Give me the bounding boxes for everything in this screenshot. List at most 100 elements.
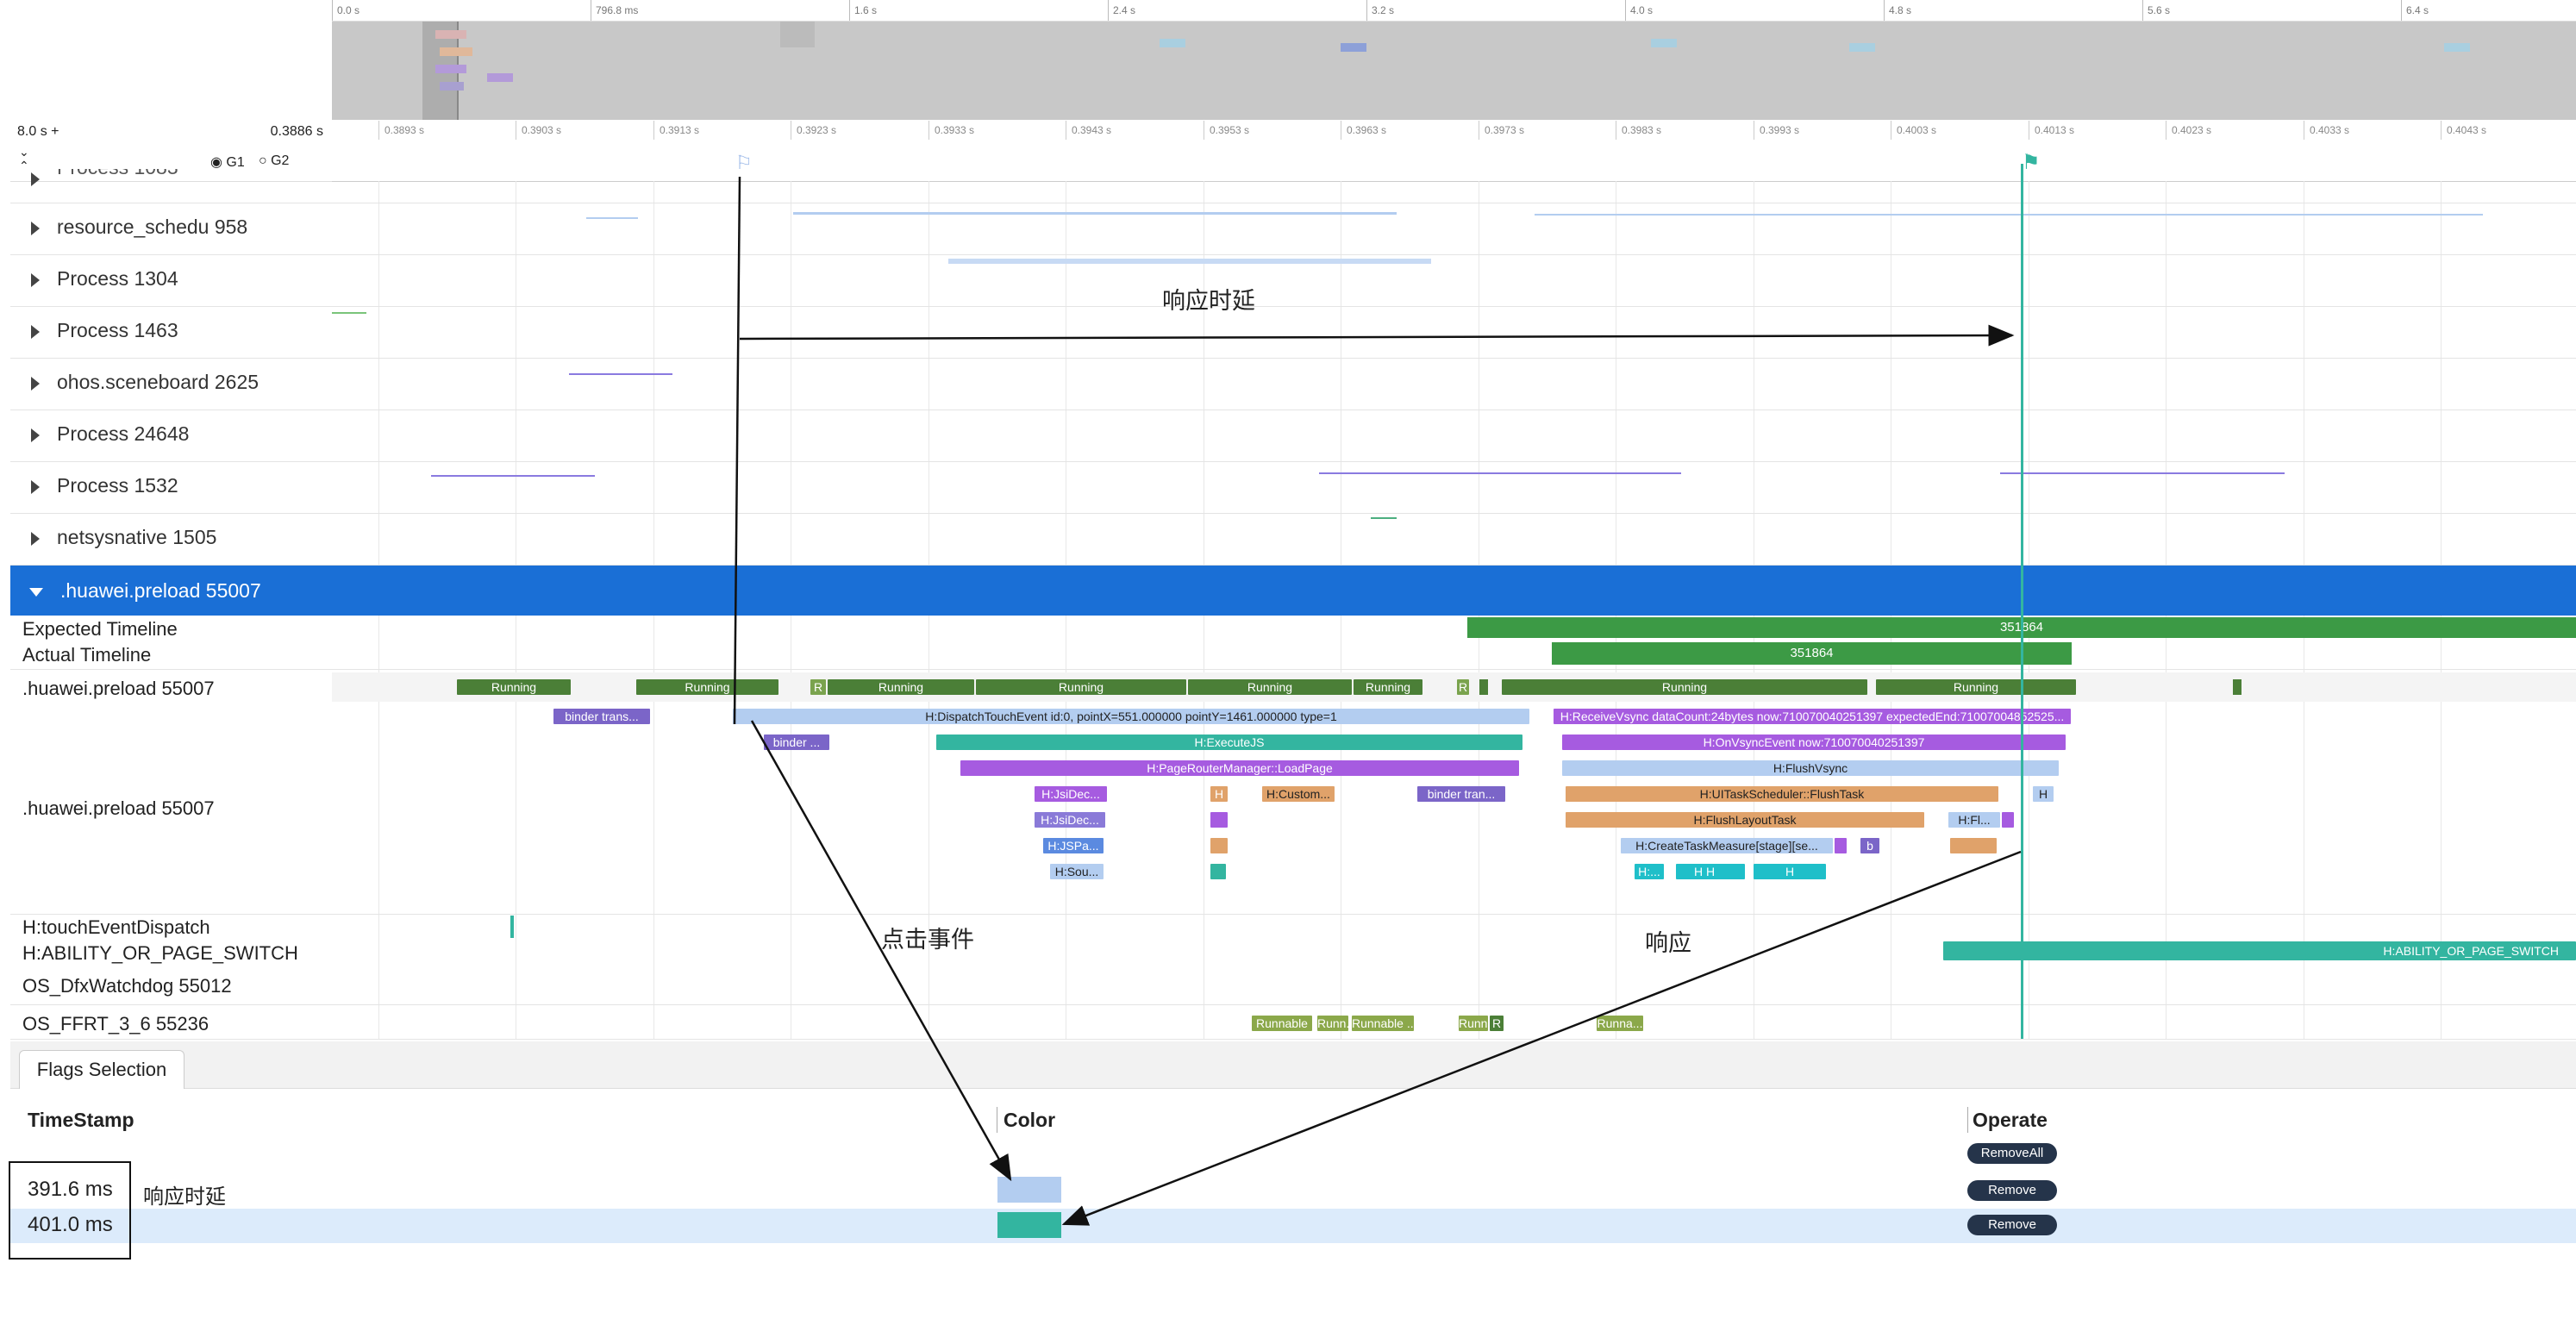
overview-block <box>487 73 513 82</box>
collapse-icon[interactable] <box>29 587 43 597</box>
slice-small[interactable] <box>1835 838 1847 853</box>
process-row[interactable]: netsysnative 1505 <box>10 526 332 549</box>
detail-tick: 0.3913 s <box>653 121 699 140</box>
slice-executejs[interactable]: H:ExecuteJS <box>936 735 1522 750</box>
slice-createtask[interactable]: H:CreateTaskMeasure[stage][se... <box>1621 838 1833 853</box>
ffrt-slice[interactable]: Runnable ... <box>1352 1016 1414 1031</box>
process-row[interactable]: Process 1083 <box>10 169 332 186</box>
selected-process-row[interactable]: .huawei.preload 55007 <box>10 566 2576 616</box>
remove-all-button[interactable]: RemoveAll <box>1967 1143 2057 1164</box>
slice-jsidec[interactable]: H:JsiDec... <box>1035 786 1107 802</box>
slice-binder[interactable]: binder tran... <box>1417 786 1505 802</box>
slice-uitask[interactable]: H:UITaskScheduler::FlushTask <box>1566 786 1998 802</box>
state-slice[interactable]: R <box>1457 679 1469 695</box>
process-row[interactable]: Process 1463 <box>10 319 332 342</box>
state-slice[interactable]: Running <box>1354 679 1422 695</box>
flag-icon[interactable]: ⚐ <box>735 152 753 173</box>
flag-row-selected[interactable] <box>10 1209 2576 1243</box>
flag-note[interactable]: 响应时延 <box>143 1185 226 1209</box>
slice-binder[interactable]: binder ... <box>764 735 829 750</box>
process-row[interactable]: Process 1532 <box>10 474 332 497</box>
state-slice[interactable]: R <box>810 679 826 695</box>
slice-small[interactable] <box>1950 838 1997 853</box>
process-row[interactable]: Process 1304 <box>10 267 332 291</box>
expand-icon[interactable] <box>31 221 40 235</box>
state-slice[interactable]: Running <box>457 679 571 695</box>
state-slice[interactable]: Running <box>828 679 974 695</box>
row-divider <box>10 669 2576 670</box>
overview-block <box>1849 43 1875 52</box>
ffrt-slice[interactable]: R <box>1490 1016 1504 1031</box>
expand-icon[interactable] <box>31 428 40 442</box>
ability-slice[interactable]: H:ABILITY_OR_PAGE_SWITCH <box>1943 941 2576 960</box>
slice-jsidec[interactable]: H:JsiDec... <box>1035 812 1105 828</box>
actual-frame[interactable]: 351864 <box>1552 642 2072 665</box>
overview-tick: 0.0 s <box>332 0 360 21</box>
slice-onvsync[interactable]: H:OnVsyncEvent now:710070040251397 <box>1562 735 2066 750</box>
expand-icon[interactable] <box>31 172 40 186</box>
ffrt-slice[interactable]: Runn... <box>1317 1016 1348 1031</box>
slice-loadpage[interactable]: H:PageRouterManager::LoadPage <box>960 760 1519 776</box>
remove-button[interactable]: Remove <box>1967 1180 2057 1201</box>
slice-small[interactable] <box>2002 812 2014 828</box>
state-slice[interactable] <box>2233 679 2241 695</box>
expand-icon[interactable] <box>31 531 40 546</box>
row-divider <box>10 513 2576 514</box>
slice-sou[interactable]: H:Sou... <box>1050 864 1104 879</box>
ffrt-slice[interactable]: Runnable <box>1252 1016 1312 1031</box>
overview-ruler[interactable]: 0.0 s 796.8 ms 1.6 s 2.4 s 3.2 s 4.0 s 4… <box>332 0 2576 22</box>
slice-b[interactable]: b <box>1860 838 1879 853</box>
overview-block <box>1160 39 1185 47</box>
expand-icon[interactable] <box>31 324 40 339</box>
slice-fl[interactable]: H:Fl... <box>1948 812 2000 828</box>
slice-small[interactable] <box>1210 812 1228 828</box>
slice-h[interactable]: H:... <box>1635 864 1664 879</box>
flag-icon[interactable]: ⚑ <box>2022 151 2041 174</box>
process-row[interactable]: Process 24648 <box>10 422 332 446</box>
process-label: netsysnative 1505 <box>57 526 217 548</box>
flag-color-swatch[interactable] <box>997 1212 1061 1238</box>
slice-small[interactable] <box>1210 838 1228 853</box>
detail-tick: 0.3943 s <box>1066 121 1111 140</box>
remove-button[interactable]: Remove <box>1967 1215 2057 1235</box>
tab-flags-selection[interactable]: Flags Selection <box>19 1050 184 1089</box>
chevron-up-icon[interactable]: ⌃ <box>19 159 29 172</box>
slice-h[interactable]: H <box>1754 864 1826 879</box>
slice-flushlayout[interactable]: H:FlushLayoutTask <box>1566 812 1924 828</box>
overview-tick: 1.6 s <box>849 0 877 21</box>
slice-h[interactable]: H <box>2033 786 2054 802</box>
detail-tick: 0.3923 s <box>791 121 836 140</box>
state-slice[interactable]: Running <box>636 679 778 695</box>
col-divider <box>1967 1107 1968 1133</box>
slice-dispatch-touch[interactable]: H:DispatchTouchEvent id:0, pointX=551.00… <box>733 709 1529 724</box>
ffrt-slice[interactable]: Runn... <box>1459 1016 1488 1031</box>
row-divider <box>10 358 2576 359</box>
state-slice[interactable]: Running <box>1876 679 2076 695</box>
overview-minimap[interactable] <box>332 22 2576 120</box>
slice-h[interactable]: H <box>1210 786 1228 802</box>
expand-icon[interactable] <box>31 376 40 391</box>
process-label: resource_schedu 958 <box>57 216 248 238</box>
slice-flushvsync[interactable]: H:FlushVsync <box>1562 760 2059 776</box>
detail-tick: 0.3963 s <box>1341 121 1386 140</box>
expand-icon[interactable] <box>31 479 40 494</box>
state-slice[interactable]: Running <box>1188 679 1352 695</box>
slice-jspa[interactable]: H:JSPa... <box>1043 838 1104 853</box>
ffrt-slice[interactable]: Runna... <box>1597 1016 1643 1031</box>
process-row[interactable]: ohos.sceneboard 2625 <box>10 371 332 394</box>
touch-slice[interactable] <box>510 916 514 938</box>
slice-binder[interactable]: binder trans... <box>553 709 650 724</box>
chevron-down-icon[interactable]: ⌄ <box>19 145 29 159</box>
slice-receive-vsync[interactable]: H:ReceiveVsync dataCount:24bytes now:710… <box>1554 709 2071 724</box>
process-row[interactable]: resource_schedu 958 <box>10 216 332 239</box>
state-slice[interactable]: Running <box>1502 679 1867 695</box>
state-slice[interactable] <box>1479 679 1488 695</box>
g2-radio[interactable]: ○ G2 <box>259 153 290 168</box>
slice-h[interactable]: H <box>1690 864 1707 879</box>
detail-ruler[interactable]: 0.3893 s 0.3903 s 0.3913 s 0.3923 s 0.39… <box>332 121 2576 182</box>
g1-radio[interactable]: ◉ G1 <box>210 155 245 170</box>
expand-icon[interactable] <box>31 272 40 287</box>
state-slice[interactable]: Running <box>976 679 1186 695</box>
slice-small[interactable] <box>1210 864 1226 879</box>
slice-custom[interactable]: H:Custom... <box>1262 786 1335 802</box>
